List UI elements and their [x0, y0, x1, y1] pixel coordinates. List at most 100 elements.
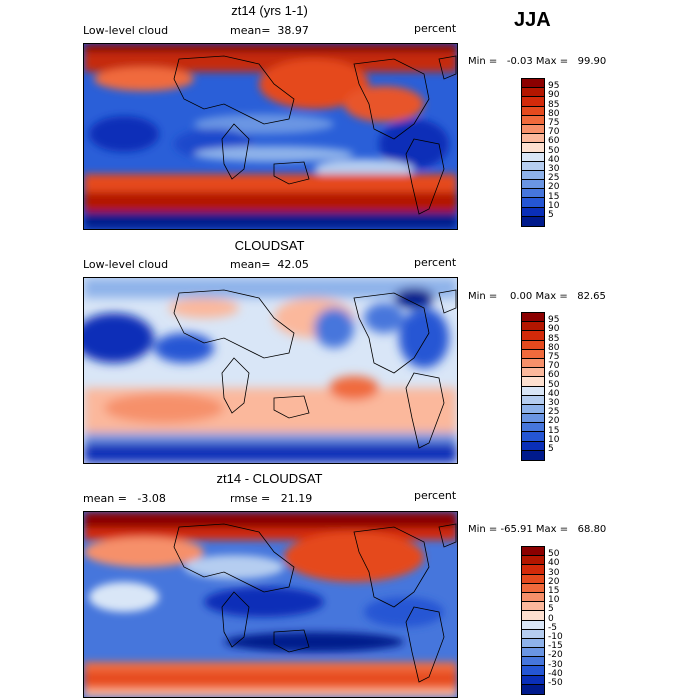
panel-3-map — [83, 511, 458, 698]
colorbar-tick-label: 40 — [548, 388, 560, 399]
colorbar-swatch — [522, 602, 544, 612]
colorbar-tick-label: -50 — [548, 678, 563, 688]
colorbar-swatch — [522, 638, 544, 649]
colorbar-tick-label: 85 — [548, 99, 560, 110]
colorbar-swatch — [522, 115, 544, 125]
colorbar-tick-label: 0 — [548, 613, 554, 624]
colorbar-swatch — [522, 441, 544, 451]
colorbar-swatch — [522, 97, 544, 107]
colorbar-swatch — [522, 106, 544, 116]
colorbar-tick-label: -10 — [548, 632, 563, 642]
colorbar-tick-label: 30 — [548, 398, 560, 408]
season-label: JJA — [514, 9, 551, 31]
colorbar-swatch — [522, 180, 544, 190]
panel-1-variable-label: Low-level cloud — [83, 24, 169, 37]
colorbar-swatch — [522, 432, 544, 442]
panel-1-map-field — [84, 44, 457, 229]
colorbar-tick-label: 25 — [548, 173, 560, 184]
panel-3-title: zt14 - CLOUDSAT — [216, 471, 323, 486]
colorbar-swatch — [522, 161, 544, 171]
panel-2-units-label: percent — [414, 256, 457, 269]
colorbar-swatch — [522, 620, 544, 630]
colorbar-swatch — [522, 556, 544, 566]
panel-3-mean-label: mean = -3.08 — [83, 492, 166, 505]
panel-1-units-label: percent — [414, 22, 457, 35]
colorbar-swatch — [522, 666, 544, 676]
panel-1-colorbar — [521, 78, 545, 227]
colorbar-tick-label: 10 — [548, 434, 560, 445]
colorbar-swatch — [522, 423, 544, 433]
colorbar-tick-label: 70 — [548, 361, 560, 372]
colorbar-tick-label: 20 — [548, 416, 560, 427]
colorbar-swatch — [522, 313, 544, 323]
colorbar-swatch — [522, 657, 544, 667]
colorbar-tick-label: 25 — [548, 407, 560, 418]
colorbar-tick-label: 20 — [548, 576, 560, 587]
colorbar-tick-label: 50 — [548, 549, 560, 560]
colorbar-tick-label: 50 — [548, 145, 560, 156]
colorbar-swatch — [522, 207, 544, 217]
colorbar-tick-label: 15 — [548, 191, 560, 202]
colorbar-tick-label: 10 — [548, 200, 560, 211]
colorbar-swatch — [522, 547, 544, 557]
panel-2-colorbar — [521, 312, 545, 461]
colorbar-swatch — [522, 216, 544, 226]
colorbar-tick-label: 40 — [548, 558, 560, 569]
colorbar-tick-label: 5 — [548, 604, 554, 615]
colorbar-tick-label: -15 — [548, 641, 563, 652]
colorbar-tick-label: 95 — [548, 81, 560, 92]
colorbar-tick-label: 30 — [548, 164, 560, 174]
colorbar-swatch — [522, 386, 544, 396]
colorbar-swatch — [522, 358, 544, 369]
colorbar-swatch — [522, 189, 544, 199]
colorbar-tick-label: 30 — [548, 567, 560, 578]
colorbar-swatch — [522, 611, 544, 621]
panel-2-minmax: Min = 0.00 Max = 82.65 — [468, 291, 606, 302]
colorbar-tick-label: 95 — [548, 315, 560, 326]
colorbar-tick-label: 5 — [548, 444, 554, 454]
panel-3-map-field — [84, 512, 457, 697]
colorbar-tick-label: 50 — [548, 379, 560, 390]
colorbar-swatch — [522, 565, 544, 575]
colorbar-tick-label: 80 — [548, 342, 560, 353]
colorbar-tick-label: 75 — [548, 352, 560, 362]
colorbar-swatch — [522, 377, 544, 387]
colorbar-swatch — [522, 170, 544, 181]
panel-3-colorbar — [521, 546, 545, 695]
colorbar-tick-label: 40 — [548, 154, 560, 165]
colorbar-tick-label: -5 — [548, 622, 557, 633]
colorbar-swatch — [522, 322, 544, 332]
colorbar-tick-label: -30 — [548, 659, 563, 670]
colorbar-swatch — [522, 340, 544, 350]
colorbar-tick-label: -40 — [548, 668, 563, 679]
colorbar-tick-label: 15 — [548, 425, 560, 436]
colorbar-tick-label: 5 — [548, 210, 554, 220]
panel-2-map-field — [84, 278, 457, 463]
colorbar-tick-label: 90 — [548, 324, 560, 335]
colorbar-tick-label: 60 — [548, 136, 560, 147]
panel-2-title: CLOUDSAT — [234, 238, 305, 253]
colorbar-tick-label: 85 — [548, 333, 560, 344]
colorbar-swatch — [522, 592, 544, 603]
colorbar-swatch — [522, 404, 544, 415]
colorbar-tick-label: -20 — [548, 650, 563, 661]
colorbar-tick-label: 90 — [548, 90, 560, 101]
panel-1-map — [83, 43, 458, 230]
colorbar-swatch — [522, 450, 544, 460]
colorbar-swatch — [522, 629, 544, 639]
panel-2-variable-label: Low-level cloud — [83, 258, 169, 271]
colorbar-swatch — [522, 152, 544, 162]
colorbar-swatch — [522, 143, 544, 153]
colorbar-swatch — [522, 583, 544, 593]
colorbar-swatch — [522, 368, 544, 378]
panel-1-mean-label: mean= 38.97 — [230, 24, 309, 37]
colorbar-swatch — [522, 574, 544, 584]
colorbar-tick-label: 75 — [548, 118, 560, 128]
panel-1-minmax: Min = -0.03 Max = 99.90 — [468, 56, 607, 67]
panel-3-rmse-label: rmse = 21.19 — [230, 492, 313, 505]
panel-3-units-label: percent — [414, 489, 457, 502]
colorbar-tick-label: 80 — [548, 108, 560, 119]
colorbar-swatch — [522, 349, 544, 359]
colorbar-swatch — [522, 684, 544, 694]
colorbar-tick-label: 15 — [548, 586, 560, 596]
